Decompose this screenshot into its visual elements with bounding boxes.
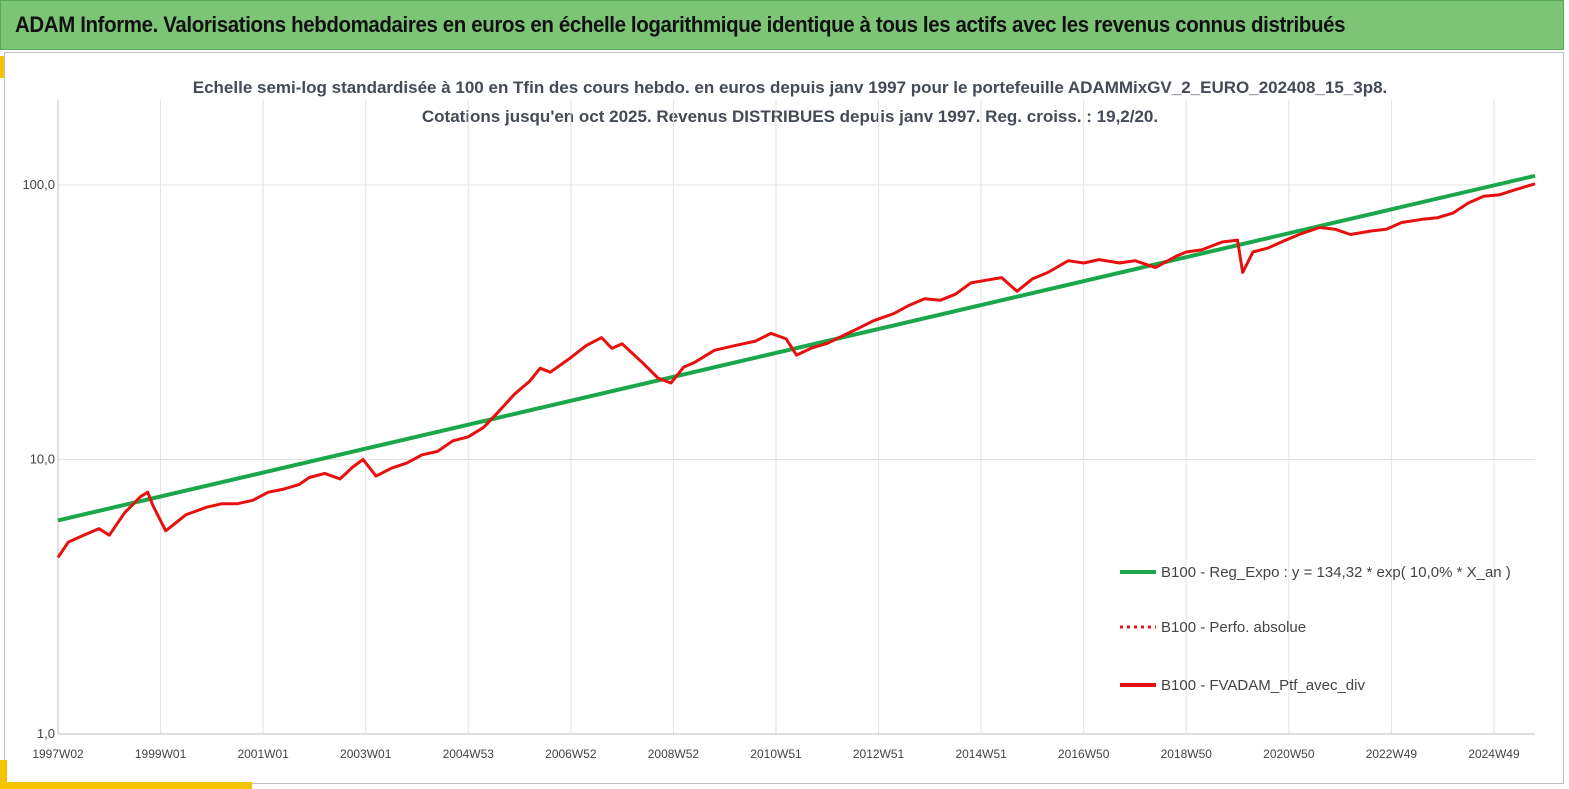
x-tick-label: 2006W52 — [545, 747, 597, 761]
x-tick-label: 2012W51 — [853, 747, 905, 761]
portfolio-line — [58, 184, 1535, 558]
legend-label: B100 - FVADAM_Ptf_avec_div — [1161, 677, 1365, 694]
y-tick-label: 10,0 — [30, 452, 55, 467]
x-tick-label: 2001W01 — [237, 747, 289, 761]
x-tick-label: 2003W01 — [340, 747, 392, 761]
x-tick-label: 2022W49 — [1366, 747, 1418, 761]
x-tick-label: 2008W52 — [648, 747, 700, 761]
legend: B100 - Reg_Expo : y = 134,32 * exp( 10,0… — [1120, 564, 1511, 694]
regression-line — [58, 176, 1535, 521]
y-tick-label: 1,0 — [37, 726, 55, 741]
x-tick-label: 2024W49 — [1468, 747, 1520, 761]
x-tick-label: 2010W51 — [750, 747, 802, 761]
legend-label: B100 - Reg_Expo : y = 134,32 * exp( 10,0… — [1161, 564, 1511, 581]
grid-layer — [58, 100, 1535, 734]
x-tick-label: 2018W50 — [1161, 747, 1213, 761]
x-tick-label: 2004W53 — [443, 747, 495, 761]
axis-layer: 1997W02 1999W01 2001W01 2003W01 2004W53 2006W… — [22, 100, 1535, 761]
x-tick-label: 2014W51 — [955, 747, 1007, 761]
series-layer — [58, 176, 1535, 558]
x-tick-label: 1997W02 — [32, 747, 84, 761]
legend-label: B100 - Perfo. absolue — [1161, 619, 1306, 636]
x-tick-label: 2020W50 — [1263, 747, 1315, 761]
x-tick-label: 1999W01 — [135, 747, 187, 761]
x-tick-label: 2016W50 — [1058, 747, 1110, 761]
y-tick-label: 100,0 — [22, 177, 55, 192]
